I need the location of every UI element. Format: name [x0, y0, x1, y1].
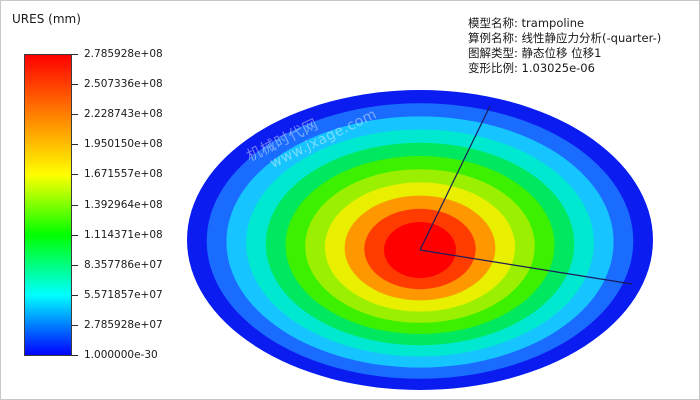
legend-tick [72, 144, 78, 145]
legend-label: 2.785928e+07 [84, 319, 163, 331]
deformation-scale: 变形比例: 1.03025e-06 [468, 61, 595, 75]
study-name: 算例名称: 线性静应力分析(-quarter-) [468, 31, 662, 45]
displacement-contour-plot[interactable] [180, 80, 660, 395]
legend-tick [72, 295, 78, 296]
legend-label: 5.571857e+07 [84, 289, 163, 301]
section-line-upper [419, 105, 491, 251]
legend-tick [72, 205, 78, 206]
legend-tick [72, 265, 78, 266]
plot-type: 图解类型: 静态位移 位移1 [468, 46, 602, 60]
legend-tick [72, 54, 78, 55]
legend-color-bar [24, 54, 72, 356]
legend-tick [72, 355, 78, 356]
contour-svg [187, 90, 653, 390]
legend-label: 1.114371e+08 [84, 229, 163, 241]
model-name: 模型名称: trampoline [468, 16, 585, 30]
legend-tick [72, 235, 78, 236]
legend-label: 2.228743e+08 [84, 108, 163, 120]
legend-label: 1.671557e+08 [84, 168, 163, 180]
legend-title: URES (mm) [12, 12, 81, 26]
legend-label: 2.507336e+08 [84, 78, 163, 90]
section-line-right [419, 249, 633, 285]
legend-label: 1.950150e+08 [84, 138, 163, 150]
legend-tick [72, 325, 78, 326]
contour-bands [187, 90, 653, 390]
legend-tick [72, 114, 78, 115]
legend-label: 2.785928e+08 [84, 48, 163, 60]
plot-info: 模型名称: trampoline 算例名称: 线性静应力分析(-quarter-… [468, 16, 661, 76]
legend-label: 1.000000e-30 [84, 349, 158, 361]
legend-label: 1.392964e+08 [84, 199, 163, 211]
legend-tick [72, 174, 78, 175]
legend-label: 8.357786e+07 [84, 259, 163, 271]
legend-tick [72, 84, 78, 85]
